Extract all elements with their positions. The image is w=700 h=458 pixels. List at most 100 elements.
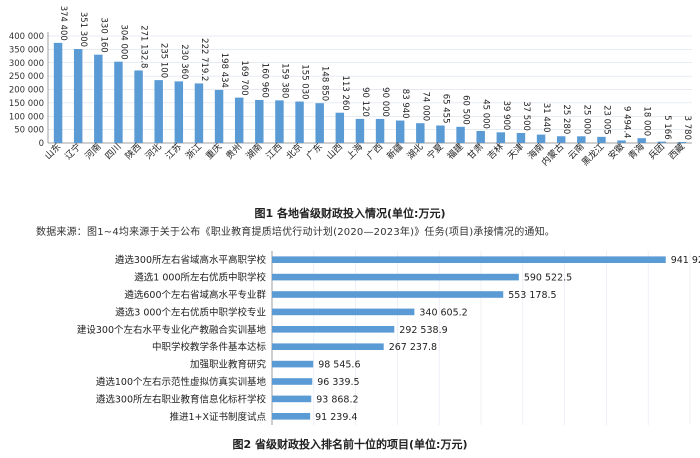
fig1-category-label: 青海 <box>626 141 647 162</box>
fig1-bar <box>496 132 506 143</box>
fig1-y-tick-label: 300 000 <box>9 59 44 69</box>
fig1-category-label: 重庆 <box>203 141 224 162</box>
fig1-bar <box>335 112 345 143</box>
fig1-bar <box>657 141 667 143</box>
fig1-value-label: 74 000 <box>420 91 430 121</box>
fig1-value-label: 148 850 <box>320 66 330 101</box>
fig1-bar <box>355 118 365 143</box>
fig1-category-label: 广东 <box>304 141 325 162</box>
fig2-category-label: 推进1+X证书制度试点 <box>169 411 266 423</box>
fig1-category-label: 浙江 <box>183 141 204 162</box>
fig2-category-label: 遴选600个左右省域高水平专业群 <box>124 289 266 301</box>
fig1-bar <box>375 118 385 143</box>
fig1-category-label: 湖南 <box>243 141 264 162</box>
fig2-bar <box>272 325 395 333</box>
fig1-category-label: 天津 <box>506 141 527 162</box>
fig1-bar <box>456 126 465 143</box>
fig1-category-label: 广西 <box>364 141 385 162</box>
fig1-category-label: 河北 <box>143 141 164 162</box>
fig1-category-label: 山东 <box>42 141 63 162</box>
fig1-value-label: 330 160 <box>98 18 108 53</box>
fig1-value-label: 271 132.8 <box>139 25 149 68</box>
fig1-category-label: 宁夏 <box>424 141 445 162</box>
fig1-bar <box>154 80 163 143</box>
fig2-value-label: 590 522.5 <box>524 273 572 284</box>
fig1-value-label: 198 434 <box>219 53 229 88</box>
fig2-category-label: 遴选1 000所左右优质中职学校 <box>134 272 266 284</box>
fig1-bar <box>134 70 143 143</box>
fig1-category-label: 福建 <box>444 141 465 162</box>
fig1-category-label: 内蒙古 <box>539 141 567 169</box>
fig1-value-label: 5 166 <box>662 115 672 139</box>
fig2-category-label: 中职学校教学条件基本达标 <box>152 341 267 353</box>
fig1-value-label: 23 005 <box>601 105 611 135</box>
fig1-category-label: 北京 <box>283 141 304 162</box>
fig2-bar <box>272 256 666 264</box>
fig2-bar <box>272 395 312 403</box>
fig1-value-label: 90 120 <box>360 87 370 117</box>
fig1-bar <box>516 132 526 143</box>
fig1-value-label: 374 400 <box>58 6 68 41</box>
fig1-category-label: 山西 <box>324 141 345 162</box>
fig1-value-label: 113 260 <box>340 76 350 111</box>
fig2-bar <box>272 360 314 368</box>
fig1-value-label: 25 000 <box>581 105 591 135</box>
fig1-bar <box>295 101 304 143</box>
fig2-value-label: 292 538.9 <box>399 325 447 336</box>
fig1-bar <box>556 136 566 143</box>
fig2-bar <box>272 412 311 420</box>
fig2-value-label: 96 339.5 <box>317 377 359 388</box>
fig1-value-label: 60 500 <box>461 95 471 125</box>
fig2-category-label: 遴选300所左右职业教育信息化标杆学校 <box>96 393 267 405</box>
fig1-value-label: 9 494.4 <box>622 106 632 138</box>
fig1-bar <box>214 89 224 143</box>
fig1-bar <box>677 141 687 143</box>
fig1-y-tick-label: 150 000 <box>9 99 44 109</box>
fig2-caption: 图2 省级财政投入排名前十位的项目(单位:万元) <box>232 438 468 451</box>
fig1-value-label: 83 940 <box>400 89 410 119</box>
fig1-bar <box>395 120 405 143</box>
fig1-category-label: 陕西 <box>122 141 143 162</box>
fig1-category-label: 贵州 <box>223 141 244 162</box>
fig1-value-label: 65 455 <box>440 94 450 124</box>
fig1-bar <box>234 97 244 143</box>
fig1-y-tick-label: 50 000 <box>14 126 44 136</box>
fig1-y-tick-label: 250 000 <box>9 72 44 82</box>
fig1-category-label: 安徽 <box>605 141 626 162</box>
fig1-bar <box>637 138 646 143</box>
fig1-y-tick-label: 400 000 <box>9 32 44 42</box>
fig2-bar <box>272 308 415 316</box>
source-note: 数据来源：图1~4均来源于关于公布《职业教育提质培优行动计划(2020—2023… <box>36 227 556 238</box>
fig2-bar <box>272 378 313 385</box>
fig2-chart: 941 923.8 遴选300所左右省域高水平高职学校 590 522.5 遴选1 0… <box>77 251 700 425</box>
fig1-category-label: 兵团 <box>646 141 667 162</box>
fig1-category-label: 甘肃 <box>465 141 486 162</box>
fig1-value-label: 160 960 <box>259 63 269 98</box>
fig1-category-label: 辽宁 <box>62 141 83 162</box>
fig2-category-label: 遴选100个左右示范性虚拟仿真实训基地 <box>96 376 267 388</box>
fig1-value-label: 159 380 <box>279 63 289 98</box>
fig1-category-label: 四川 <box>104 142 124 162</box>
fig1-y-tick-label: 350 000 <box>9 45 44 55</box>
fig2-category-label: 建设300个左右水平专业化产教融合实训基地 <box>77 324 267 336</box>
fig1-y-tick-label: 0 <box>39 139 44 149</box>
fig1-value-label: 25 280 <box>561 104 571 134</box>
fig2-value-label: 91 239.4 <box>315 412 357 423</box>
fig1-bar <box>617 140 626 143</box>
fig1-value-label: 45 000 <box>481 99 491 129</box>
fig1-value-label: 3 780 <box>682 116 692 140</box>
fig1-bar <box>275 100 284 143</box>
fig1-bar <box>597 136 606 143</box>
fig1-value-label: 304 000 <box>118 25 128 60</box>
fig1-value-label: 351 300 <box>78 12 88 47</box>
fig2-value-label: 93 868.2 <box>316 394 358 405</box>
fig1-bar <box>194 83 204 143</box>
fig1-value-label: 37 500 <box>521 101 531 131</box>
fig2-value-label: 267 237.8 <box>389 342 437 353</box>
fig1-bar <box>53 42 63 143</box>
fig1-bar <box>476 130 485 143</box>
fig1-category-label: 上海 <box>344 141 365 162</box>
fig1-category-label: 河南 <box>82 141 103 162</box>
fig2-value-label: 98 545.6 <box>318 360 360 371</box>
